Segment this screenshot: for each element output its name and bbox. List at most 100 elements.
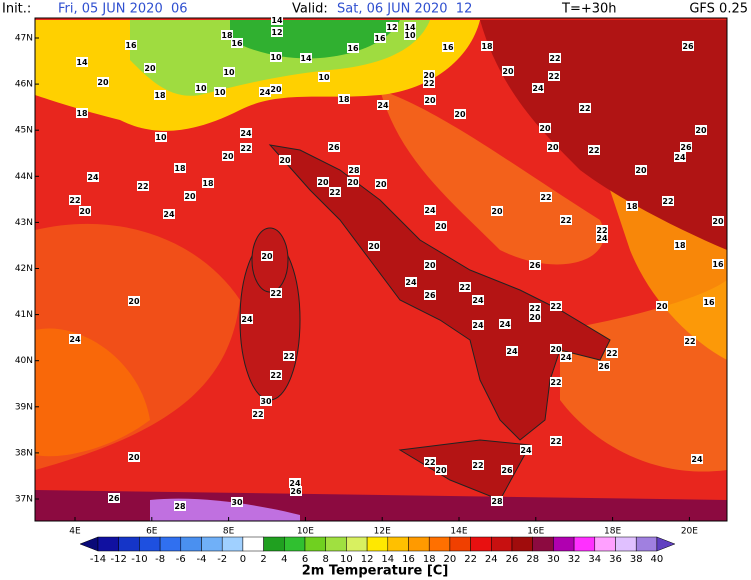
colorbar-tick-label: 10 bbox=[340, 554, 353, 565]
colorbar-box bbox=[387, 536, 409, 552]
label-box bbox=[695, 125, 707, 135]
colorbar-box bbox=[221, 536, 244, 552]
label-box bbox=[502, 66, 514, 76]
point-value: 22 bbox=[548, 72, 559, 81]
point-value: 24 bbox=[163, 210, 175, 219]
label-box bbox=[79, 206, 91, 216]
point-value: 22 bbox=[529, 304, 540, 313]
colorbar-tick-label: 32 bbox=[568, 554, 581, 565]
label-box bbox=[424, 260, 436, 270]
point-value: 26 bbox=[501, 466, 513, 475]
colorbar-tick-label: 8 bbox=[323, 554, 329, 565]
point-value: 28 bbox=[174, 502, 186, 511]
label-box bbox=[240, 128, 252, 138]
point-value: 20 bbox=[347, 178, 359, 187]
colorbar-box bbox=[242, 536, 264, 552]
point-value: 18 bbox=[174, 164, 186, 173]
colorbar-tick-label: 12 bbox=[361, 554, 374, 565]
label-box bbox=[459, 282, 471, 292]
colorbar-tick-label: -10 bbox=[131, 554, 147, 565]
label-box bbox=[626, 201, 638, 211]
point-value: 20 bbox=[656, 302, 668, 311]
point-value: 20 bbox=[317, 178, 329, 187]
init-label: Init.: bbox=[2, 2, 31, 17]
label-box bbox=[499, 319, 511, 329]
point-value: 26 bbox=[290, 487, 302, 496]
label-box bbox=[481, 41, 493, 51]
label-box bbox=[560, 352, 572, 362]
point-value: 12 bbox=[386, 23, 397, 32]
point-value: 20 bbox=[635, 166, 647, 175]
point-value: 18 bbox=[674, 241, 686, 250]
colorbar-tick-label: 22 bbox=[464, 554, 477, 565]
label-box bbox=[240, 143, 252, 153]
colorbar-tick-label: -6 bbox=[176, 554, 186, 565]
lat-label: 37N bbox=[15, 495, 33, 505]
label-box bbox=[154, 90, 166, 100]
point-value: 24 bbox=[532, 84, 544, 93]
point-value: 20 bbox=[128, 453, 140, 462]
colorbar-box bbox=[594, 536, 616, 552]
point-value: 16 bbox=[125, 41, 137, 50]
label-box bbox=[529, 303, 541, 313]
colorbar-box bbox=[263, 536, 285, 552]
label-box bbox=[184, 191, 196, 201]
lat-label: 40N bbox=[15, 356, 33, 366]
point-value: 22 bbox=[329, 188, 340, 197]
label-box bbox=[386, 22, 398, 32]
colorbar-box bbox=[449, 536, 471, 552]
model-name: GFS 0.25 bbox=[689, 2, 748, 17]
point-value: 22 bbox=[606, 349, 617, 358]
label-box bbox=[241, 314, 253, 324]
lon-label: 20E bbox=[681, 527, 698, 537]
point-value: 22 bbox=[662, 197, 673, 206]
point-value: 30 bbox=[231, 498, 243, 507]
label-box bbox=[532, 83, 544, 93]
colorbar-tick-label: -2 bbox=[217, 554, 227, 565]
point-value: 10 bbox=[155, 133, 167, 142]
point-value: 24 bbox=[69, 335, 81, 344]
colorbar-tick-label: 36 bbox=[609, 554, 622, 565]
point-value: 20 bbox=[261, 252, 273, 261]
label-box bbox=[270, 52, 282, 62]
colorbar-box bbox=[553, 536, 575, 552]
label-box bbox=[550, 436, 562, 446]
label-box bbox=[252, 409, 264, 419]
colorbar-box bbox=[201, 536, 223, 552]
label-box bbox=[202, 178, 214, 188]
label-box bbox=[214, 87, 226, 97]
lead-time: T=+30h bbox=[561, 2, 617, 17]
lon-label: 16E bbox=[527, 527, 544, 537]
point-value: 24 bbox=[259, 88, 271, 97]
lon-label: 14E bbox=[450, 527, 467, 537]
point-value: 22 bbox=[69, 196, 80, 205]
point-value: 14 bbox=[271, 16, 283, 25]
label-box bbox=[550, 377, 562, 387]
label-box bbox=[347, 177, 359, 187]
point-value: 16 bbox=[347, 44, 359, 53]
label-box bbox=[423, 78, 435, 88]
point-value: 20 bbox=[539, 124, 551, 133]
label-box bbox=[195, 83, 207, 93]
label-box bbox=[270, 288, 282, 298]
label-box bbox=[329, 187, 341, 197]
label-box bbox=[125, 40, 137, 50]
point-value: 16 bbox=[703, 298, 715, 307]
colorbar-box bbox=[470, 536, 492, 552]
label-box bbox=[560, 215, 572, 225]
label-box bbox=[144, 63, 156, 73]
point-value: 20 bbox=[454, 110, 466, 119]
label-box bbox=[598, 361, 610, 371]
label-box bbox=[712, 216, 724, 226]
colorbar-tick-label: 26 bbox=[506, 554, 519, 565]
point-value: 16 bbox=[231, 39, 243, 48]
lat-label: 42N bbox=[15, 264, 33, 274]
label-box bbox=[684, 336, 696, 346]
point-value: 18 bbox=[481, 42, 493, 51]
point-value: 20 bbox=[435, 466, 447, 475]
point-value: 24 bbox=[691, 455, 703, 464]
label-box bbox=[635, 165, 647, 175]
point-value: 20 bbox=[547, 143, 559, 152]
colorbar-box bbox=[491, 536, 513, 552]
point-value: 20 bbox=[97, 78, 109, 87]
